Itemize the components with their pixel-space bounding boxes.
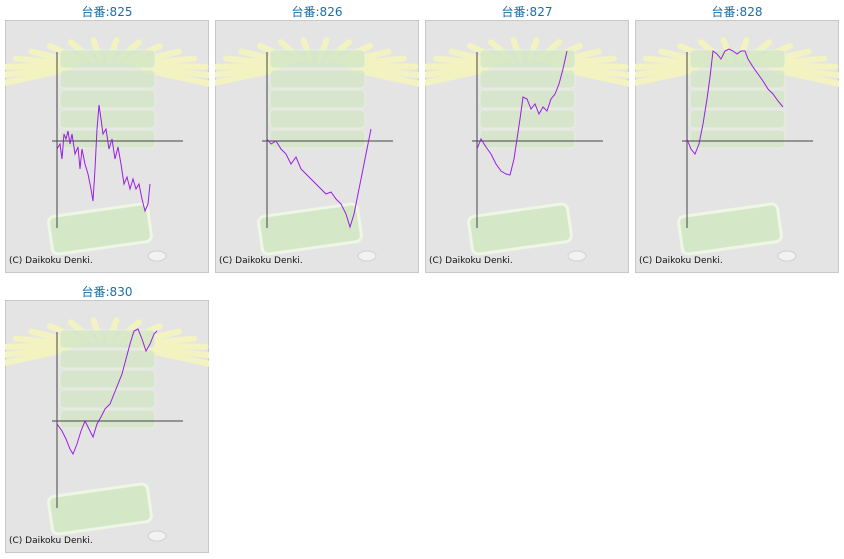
decor-tray [59,349,156,369]
decor-ray [215,67,278,86]
chart-title: 台番:825 [81,5,133,19]
decor-ray [562,67,629,87]
decor-ray [351,64,419,79]
copyright: (C) Daikoku Denki. [219,256,303,266]
decor-tray [59,329,156,349]
decor-tray [59,69,156,89]
decor-tray [689,129,786,149]
decor-tray [269,49,366,69]
chart-panel: (C) Daikoku Denki. [5,300,209,553]
decor-tray [269,129,366,149]
decor-ray [5,67,68,86]
decor-tray [479,129,576,149]
decor-box [47,202,153,256]
series-line [266,128,372,229]
decor-ball [147,250,167,262]
decor-box [47,482,153,536]
chart-title: 台番:830 [81,285,133,299]
decor-tray [689,89,786,109]
decor-tray [479,49,576,69]
decor-ray [772,67,839,87]
chart-panel: (C) Daikoku Denki. [5,20,209,273]
decor-tray [269,109,366,129]
decor-box [257,202,363,256]
copyright: (C) Daikoku Denki. [639,256,723,266]
decor-ray [425,67,488,86]
decor-tray [59,389,156,409]
decor-tray [59,89,156,109]
decor-ray [141,344,209,359]
series-line [686,48,784,155]
decor-tray [479,69,576,89]
decor-tray [59,49,156,69]
chart-panel: (C) Daikoku Denki. [425,20,629,273]
chart-panel: (C) Daikoku Denki. [635,20,839,273]
decor-ray [142,67,209,87]
decor-ball [567,250,587,262]
series-line [56,328,158,456]
decor-ball [147,530,167,542]
decor-tray [689,69,786,89]
decor-ray [635,67,698,86]
series-line [56,104,151,213]
chart-title: 台番:827 [501,5,553,19]
chart-title: 台番:828 [711,5,763,19]
decor-tray [689,109,786,129]
decor-tray [59,409,156,429]
decor-ray [5,347,68,366]
copyright: (C) Daikoku Denki. [9,536,93,546]
decor-ray [352,67,419,87]
decor-ray [561,64,629,79]
decor-tray [59,369,156,389]
decor-tray [269,69,366,89]
decor-box [467,202,573,256]
decor-box [677,202,783,256]
decor-tray [269,89,366,109]
decor-ray [141,64,209,79]
chart-title: 台番:826 [291,5,343,19]
decor-ray [142,347,209,367]
decor-ball [357,250,377,262]
chart-panel: (C) Daikoku Denki. [215,20,419,273]
decor-ray [771,64,839,79]
decor-tray [59,109,156,129]
decor-tray [689,49,786,69]
copyright: (C) Daikoku Denki. [9,256,93,266]
decor-ball [777,250,797,262]
copyright: (C) Daikoku Denki. [429,256,513,266]
series-line [476,50,568,176]
decor-tray [479,109,576,129]
